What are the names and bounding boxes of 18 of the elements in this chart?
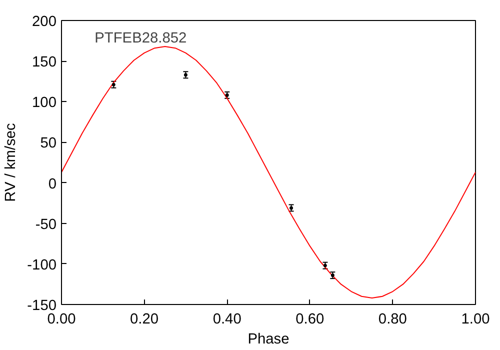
x-tick-label: 0.00 [47,312,76,328]
y-tick-label: 150 [32,54,57,71]
y-tick-label: -50 [35,216,57,233]
y-tick-label: 50 [40,136,57,152]
x-tick-label: 0.80 [378,312,407,328]
x-tick-label: 0.40 [212,312,242,328]
y-tick-label: 0 [48,176,57,192]
x-tick-label: 0.20 [130,312,159,328]
x-tick-label: 1.00 [461,312,490,328]
y-tick-label: -150 [27,298,57,314]
y-tick-label: 200 [32,14,57,30]
y-tick-label: 100 [32,95,57,112]
y-axis-title: RV / km/sec [3,123,20,202]
y-tick-label: -100 [27,257,57,274]
x-axis-title: Phase [248,332,290,348]
annotation: PTFEB28.852 [94,30,187,46]
line-series [62,46,476,299]
x-tick-label: 0.60 [296,312,324,328]
